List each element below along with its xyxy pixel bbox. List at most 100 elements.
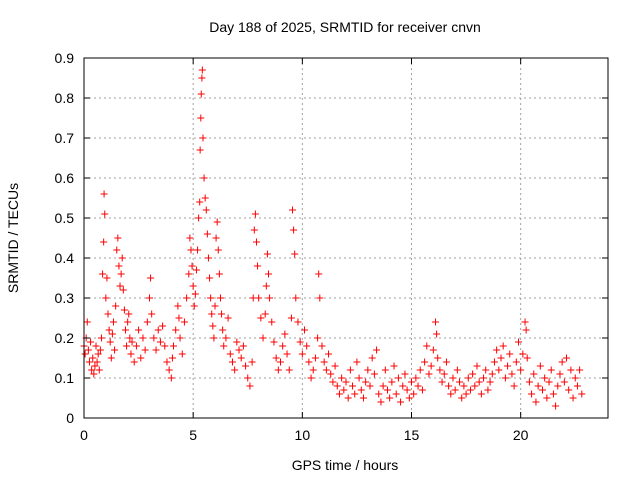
y-tick-label: 0.8 [55, 90, 75, 106]
data-point [440, 370, 448, 378]
data-point [252, 238, 260, 246]
data-point [283, 350, 291, 358]
data-point [270, 338, 278, 346]
data-point [547, 366, 555, 374]
y-tick-label: 0.7 [55, 130, 75, 146]
data-point [377, 398, 385, 406]
data-point [163, 358, 171, 366]
data-point [175, 314, 183, 322]
data-point [198, 74, 206, 82]
chart-title: Day 188 of 2025, SRMTID for receiver cnv… [209, 19, 481, 35]
data-point [486, 378, 494, 386]
data-point [139, 334, 147, 342]
x-tick-label: 10 [295, 427, 311, 443]
y-tick-label: 0.6 [55, 170, 75, 186]
data-point [102, 294, 110, 302]
data-point [484, 386, 492, 394]
data-point [141, 346, 149, 354]
data-point [178, 350, 186, 358]
data-point [199, 134, 207, 142]
data-point [206, 274, 214, 282]
data-point [394, 374, 402, 382]
data-point [364, 366, 372, 374]
data-point [506, 350, 514, 358]
data-point [329, 378, 337, 386]
y-tick-label: 0.1 [55, 370, 75, 386]
data-point [368, 354, 376, 362]
data-point [194, 246, 202, 254]
data-point [433, 330, 441, 338]
data-point [188, 262, 196, 270]
data-point [316, 294, 324, 302]
data-point [147, 274, 155, 282]
data-point [436, 366, 444, 374]
data-point [370, 370, 378, 378]
data-point [190, 302, 198, 310]
data-point [397, 398, 405, 406]
data-point [556, 370, 564, 378]
data-point [488, 370, 496, 378]
data-point [189, 282, 197, 290]
data-point [490, 358, 498, 366]
data-point [571, 374, 579, 382]
y-tick-label: 0.5 [55, 210, 75, 226]
data-point [152, 346, 160, 354]
data-point [99, 270, 107, 278]
data-point [401, 370, 409, 378]
data-point [255, 294, 263, 302]
data-point [257, 314, 265, 322]
data-point [342, 378, 350, 386]
data-point [196, 198, 204, 206]
data-point [251, 210, 259, 218]
data-point [187, 246, 195, 254]
data-point [218, 310, 226, 318]
data-point [366, 382, 374, 390]
data-point [212, 234, 220, 242]
data-point [375, 390, 383, 398]
data-point [118, 254, 126, 262]
data-point [340, 386, 348, 394]
data-point [425, 370, 433, 378]
data-point [112, 302, 120, 310]
data-point [121, 326, 129, 334]
data-point [315, 270, 323, 278]
data-point [318, 342, 326, 350]
data-point [237, 354, 245, 362]
data-point [578, 390, 586, 398]
data-point [204, 254, 212, 262]
data-point [346, 366, 354, 374]
data-point [185, 270, 193, 278]
data-point [289, 206, 297, 214]
data-point [126, 334, 134, 342]
data-point [567, 366, 575, 374]
data-point [563, 354, 571, 362]
data-point [174, 302, 182, 310]
data-point [124, 318, 132, 326]
data-point [554, 382, 562, 390]
data-point [106, 338, 114, 346]
data-point [264, 270, 272, 278]
data-point [105, 326, 113, 334]
data-point [355, 374, 363, 382]
y-axis-label: SRMTID / TECUs [5, 183, 21, 293]
data-point [482, 366, 490, 374]
data-point [442, 358, 450, 366]
data-point [259, 334, 267, 342]
data-point [427, 362, 435, 370]
data-point [438, 378, 446, 386]
data-point [512, 358, 520, 366]
data-point [392, 390, 400, 398]
data-point [525, 378, 533, 386]
data-point [462, 390, 470, 398]
data-point [447, 390, 455, 398]
data-point [208, 310, 216, 318]
data-point [201, 194, 209, 202]
data-point [150, 334, 158, 342]
data-point [180, 318, 188, 326]
data-point [576, 366, 584, 374]
data-point [290, 226, 298, 234]
data-point [87, 338, 95, 346]
data-point [127, 350, 135, 358]
data-point [303, 342, 311, 350]
